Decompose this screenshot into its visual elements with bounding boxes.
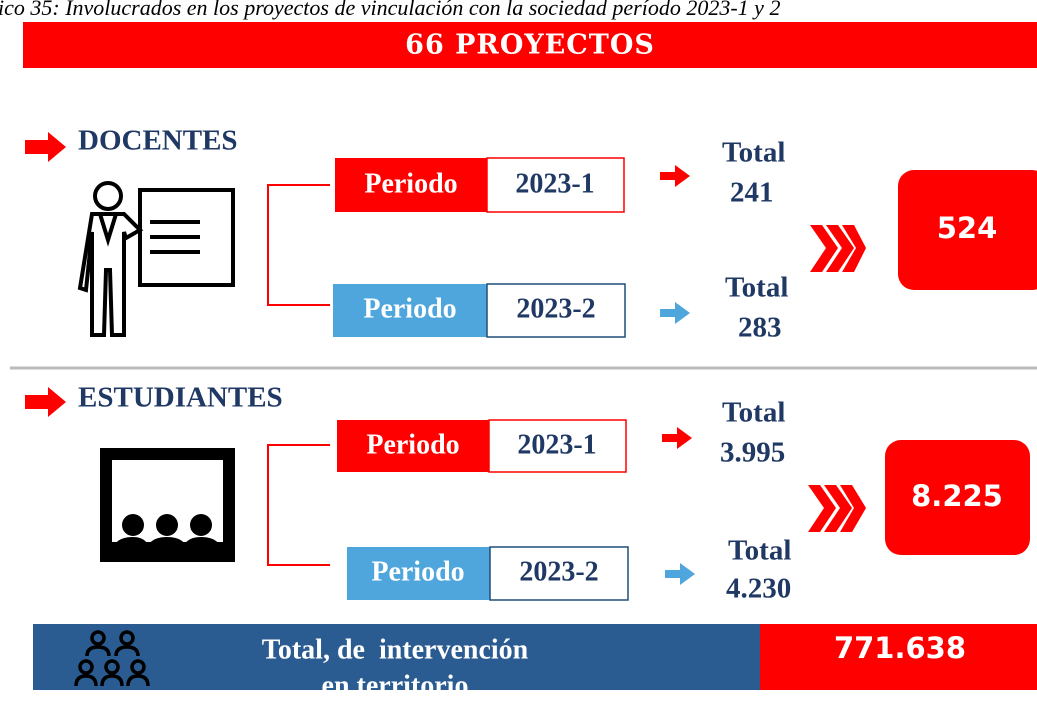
- period-box: [488, 419, 627, 473]
- total: 283: [738, 312, 782, 344]
- small-arrow: [662, 427, 692, 449]
- audience-icon: [100, 448, 235, 562]
- sum-box: [885, 440, 1030, 555]
- banner: [23, 22, 1037, 68]
- footer-label: en territorio: [322, 670, 469, 701]
- section-arrow: [25, 132, 66, 162]
- total-label: Total: [728, 535, 791, 567]
- banner-text: 66 PROYECTOS: [405, 30, 655, 61]
- total: 4.230: [726, 573, 791, 605]
- footer-label: Total, de intervención: [262, 634, 529, 665]
- small-arrow: [665, 563, 695, 585]
- period: 2023-2: [516, 293, 595, 324]
- chevrons: [808, 485, 866, 532]
- small-arrow: [660, 165, 690, 187]
- section-arrow: [25, 387, 66, 417]
- total-label: Total: [722, 137, 785, 169]
- period-label: Periodo: [364, 168, 457, 199]
- sum-box: [898, 170, 1037, 290]
- period: 2023-2: [519, 556, 598, 587]
- footer-bar: [33, 624, 760, 690]
- period-label-box: [337, 420, 489, 472]
- footer-value-box: [760, 624, 1037, 690]
- period: 2023-1: [515, 168, 594, 199]
- teacher-icon: [77, 181, 235, 337]
- total-label: Total: [722, 397, 785, 429]
- bracket: [267, 184, 330, 306]
- total: 3.995: [720, 437, 785, 469]
- caption: ico 35: Involucrados en los proyectos de…: [0, 0, 780, 20]
- sum: 524: [937, 211, 998, 245]
- period-label-box: [335, 158, 487, 212]
- period: 2023-1: [517, 429, 596, 460]
- section-title: DOCENTES: [78, 125, 238, 157]
- small-arrow: [660, 302, 690, 324]
- period-label: Periodo: [371, 556, 464, 587]
- sum: 8.225: [911, 479, 1003, 513]
- footer-value: 771.638: [834, 631, 966, 665]
- total: 241: [730, 177, 774, 209]
- people-icon: [74, 630, 150, 687]
- period-label: Periodo: [366, 429, 459, 460]
- period-label-box: [347, 547, 490, 600]
- bracket: [267, 444, 330, 566]
- period-box: [486, 157, 625, 213]
- period-box: [486, 283, 626, 338]
- section-title: ESTUDIANTES: [78, 382, 283, 414]
- period-label-box: [333, 284, 487, 337]
- chevrons: [810, 225, 866, 272]
- period-label: Periodo: [363, 293, 456, 324]
- total-label: Total: [725, 272, 788, 304]
- period-box: [489, 546, 629, 601]
